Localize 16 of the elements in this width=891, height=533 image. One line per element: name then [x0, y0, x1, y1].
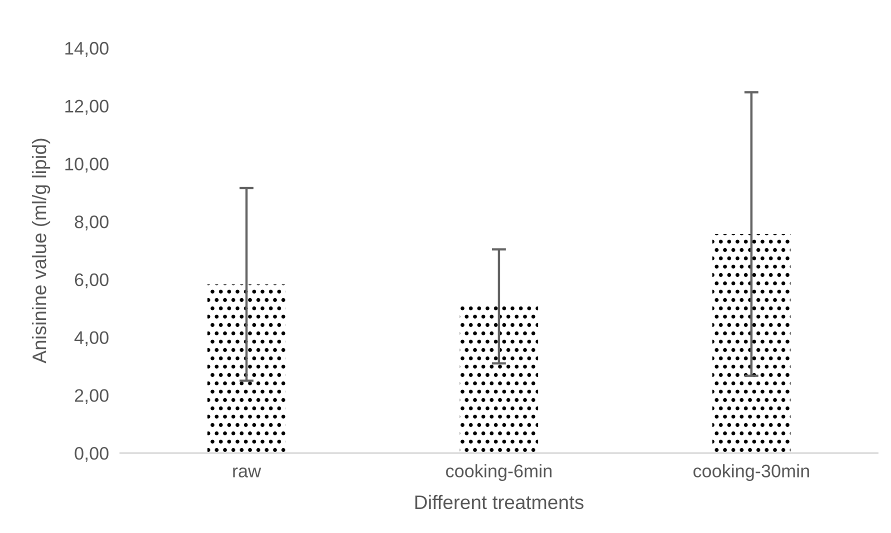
y-axis-title: Anisinine value (ml/g lipid)	[32, 138, 50, 364]
y-tick-label: 12,00	[65, 100, 108, 115]
bar	[712, 234, 791, 454]
y-tick-label: 2,00	[74, 389, 108, 404]
y-tick-label: 0,00	[74, 446, 108, 462]
y-tick-label: 10,00	[65, 158, 108, 173]
y-tick-label: 4,00	[74, 331, 108, 346]
y-tick-label: 14,00	[65, 42, 108, 57]
x-tick-label: raw	[233, 468, 262, 478]
y-tick-label: 6,00	[74, 273, 108, 288]
bar	[460, 306, 538, 454]
x-tick-label: cooking-30min	[693, 464, 809, 481]
bar	[207, 284, 286, 454]
x-axis-title: Different treatments	[415, 494, 584, 510]
x-tick-label: cooking-6min	[446, 464, 552, 481]
y-tick-label: 8,00	[74, 216, 108, 230]
